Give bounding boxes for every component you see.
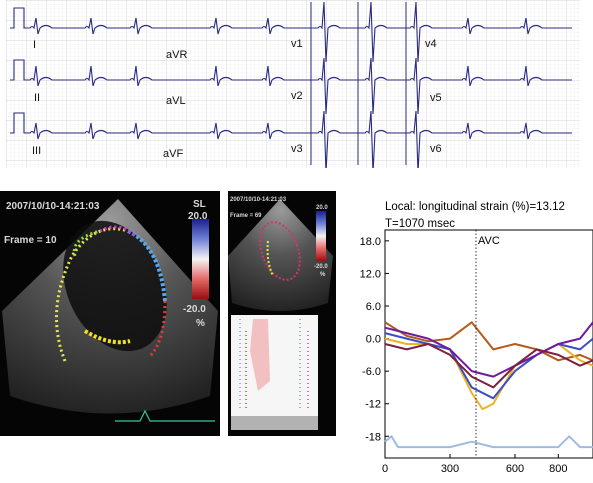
lead-label-III: III (32, 145, 41, 157)
x-tick-label: 600 (506, 463, 524, 475)
strain-color-scale (192, 219, 209, 299)
lead-label-aVL: aVL (166, 95, 186, 107)
speckle-tracking-contour (55, 225, 167, 362)
scale-label: SL (193, 199, 206, 210)
lead-label-v2: v2 (291, 90, 303, 102)
lead-label-v6: v6 (430, 143, 442, 155)
ecg-trace-row-1 (10, 1, 572, 63)
lead-label-v1: v1 (291, 38, 303, 50)
strain-series-5 (384, 343, 593, 389)
echo-small-canvas: 2007/10/10-14:21:03 Frame = 69 20.0 -20.… (228, 197, 333, 430)
scale-unit: % (196, 318, 205, 329)
y-tick-label: -12 (365, 399, 381, 411)
lead-label-aVF: aVF (163, 148, 183, 160)
echo-timestamp: 2007/10/10-14:21:03 (6, 201, 100, 212)
x-tick-label: 800 (549, 463, 567, 475)
avc-label: AVC (478, 235, 500, 247)
ecg-strip: I aVR v1 v4 II aVL v2 v5 III aVF v3 v6 (6, 0, 580, 168)
chart-subtitle: T=1070 msec (385, 218, 455, 230)
lead-label-I: I (33, 39, 36, 51)
strain-chart: Local: longitudinal strain (%)=13.12 T=1… (360, 201, 593, 475)
y-tick-label: 0.0 (366, 334, 381, 346)
echo-frame-label: Frame = 10 (4, 235, 57, 246)
chart-title: Local: longitudinal strain (%)=13.12 (385, 201, 565, 213)
lead-label-aVR: aVR (166, 49, 187, 61)
lead-label-v3: v3 (291, 143, 303, 155)
small-echo-timestamp: 2007/10/10-14:21:03 (230, 197, 287, 203)
ecg-trace-row-2 (10, 57, 572, 115)
small-scale-max: 20.0 (316, 205, 328, 211)
strain-series-6 (384, 435, 593, 449)
ecg-trace-row-3 (10, 110, 572, 168)
lead-label-II: II (34, 92, 40, 104)
scale-min: -20.0 (183, 304, 206, 315)
echo-main-image: 2007/10/10-14:21:03 Frame = 10 SL 20.0 -… (0, 191, 220, 436)
strain-series-3 (384, 332, 593, 400)
y-tick-label: -6.0 (362, 366, 381, 378)
m-mode-panel (231, 315, 318, 430)
small-scale-unit: % (320, 272, 326, 278)
echo-small-panel: 2007/10/10-14:21:03 Frame = 69 20.0 -20.… (228, 191, 336, 436)
lead-label-v4: v4 (425, 38, 437, 50)
strain-series-4 (384, 321, 593, 378)
x-tick-label: 300 (441, 463, 459, 475)
lead-label-v5: v5 (430, 92, 442, 104)
scale-max: 20.0 (188, 211, 208, 222)
echo-main-canvas: 2007/10/10-14:21:03 Frame = 10 SL 20.0 -… (2, 199, 218, 422)
y-tick-label: 6.0 (366, 301, 381, 313)
small-scale-min: -20.0 (314, 264, 328, 270)
strain-series-2 (384, 337, 593, 411)
y-tick-label: 12.0 (360, 268, 381, 280)
x-tick-label: 0 (382, 463, 388, 475)
y-tick-label: 18.0 (360, 236, 381, 248)
y-tick-label: -18 (365, 431, 381, 443)
small-echo-frame-label: Frame = 69 (230, 213, 262, 219)
